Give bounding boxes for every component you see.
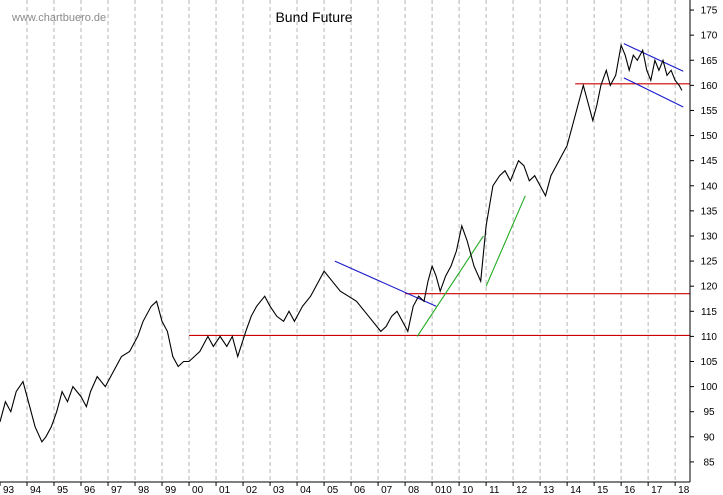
trend-line-7 — [416, 235, 484, 337]
y-tick-label-135: 135 — [701, 206, 718, 217]
y-tick-label-95: 95 — [703, 407, 715, 418]
x-tick-label-97: 97 — [111, 485, 123, 495]
y-tick-label-155: 155 — [701, 106, 718, 117]
x-tick-label-11: 11 — [489, 485, 500, 495]
y-tick-label-130: 130 — [701, 231, 718, 242]
y-tick-label-165: 165 — [701, 56, 718, 67]
trend-line-6 — [623, 77, 684, 108]
watermark: www.chartbuero.de — [11, 12, 106, 24]
x-tick-label-94: 94 — [30, 485, 42, 495]
trend-lines — [189, 43, 690, 337]
x-tick-label-95: 95 — [57, 485, 69, 495]
y-tick-label-125: 125 — [701, 257, 718, 268]
y-tick-label-120: 120 — [701, 282, 718, 293]
x-tick-label-05: 05 — [327, 485, 339, 495]
trend-line-5 — [623, 43, 684, 72]
x-tick-label-96: 96 — [84, 485, 96, 495]
x-tick-label-13: 13 — [543, 485, 555, 495]
y-tick-label-90: 90 — [703, 432, 715, 443]
y-tick-label-100: 100 — [701, 382, 718, 393]
x-axis-ticks: 93 94 95 96 97 98 99 00 01 02 03 04 05 06 07 08 010 10 11 1… — [0, 482, 690, 495]
y-tick-label-85: 85 — [703, 457, 715, 468]
y-tick-label-145: 145 — [701, 156, 718, 167]
y-axis-ticks: 85 90 95 100 105 110 115 120 125 130 135 140 145 150 1… — [690, 6, 718, 468]
x-tick-label-00: 00 — [192, 485, 204, 495]
x-tick-label-01: 01 — [219, 485, 231, 495]
x-tick-label-03: 03 — [273, 485, 285, 495]
x-tick-label-93: 93 — [3, 485, 15, 495]
x-tick-label-06: 06 — [354, 485, 366, 495]
y-tick-label-105: 105 — [701, 357, 718, 368]
y-tick-label-110: 110 — [701, 332, 717, 343]
chart-title: Bund Future — [275, 9, 352, 25]
y-tick-label-175: 175 — [701, 6, 718, 17]
y-tick-label-160: 160 — [701, 81, 718, 92]
x-tick-label-010: 010 — [435, 485, 452, 495]
x-tick-label-99: 99 — [165, 485, 177, 495]
x-tick-label-04: 04 — [300, 485, 312, 495]
x-tick-label-14: 14 — [570, 485, 582, 495]
trend-line-8 — [485, 195, 526, 287]
trend-line-4 — [334, 260, 437, 307]
x-tick-label-18: 18 — [678, 485, 690, 495]
x-tick-label-15: 15 — [597, 485, 609, 495]
x-tick-label-07: 07 — [381, 485, 393, 495]
y-tick-label-150: 150 — [701, 131, 718, 142]
y-tick-label-140: 140 — [701, 181, 718, 192]
vertical-gridlines — [26, 0, 676, 482]
y-tick-label-115: 115 — [701, 307, 717, 318]
x-tick-label-17: 17 — [651, 485, 663, 495]
price-series-line — [0, 43, 683, 443]
x-tick-label-12: 12 — [516, 485, 528, 495]
x-tick-label-02: 02 — [246, 485, 258, 495]
x-tick-label-98: 98 — [138, 485, 150, 495]
y-tick-label-170: 170 — [701, 31, 718, 42]
x-tick-label-08: 08 — [408, 485, 420, 495]
x-tick-label-10: 10 — [462, 485, 474, 495]
x-tick-label-16: 16 — [624, 485, 636, 495]
